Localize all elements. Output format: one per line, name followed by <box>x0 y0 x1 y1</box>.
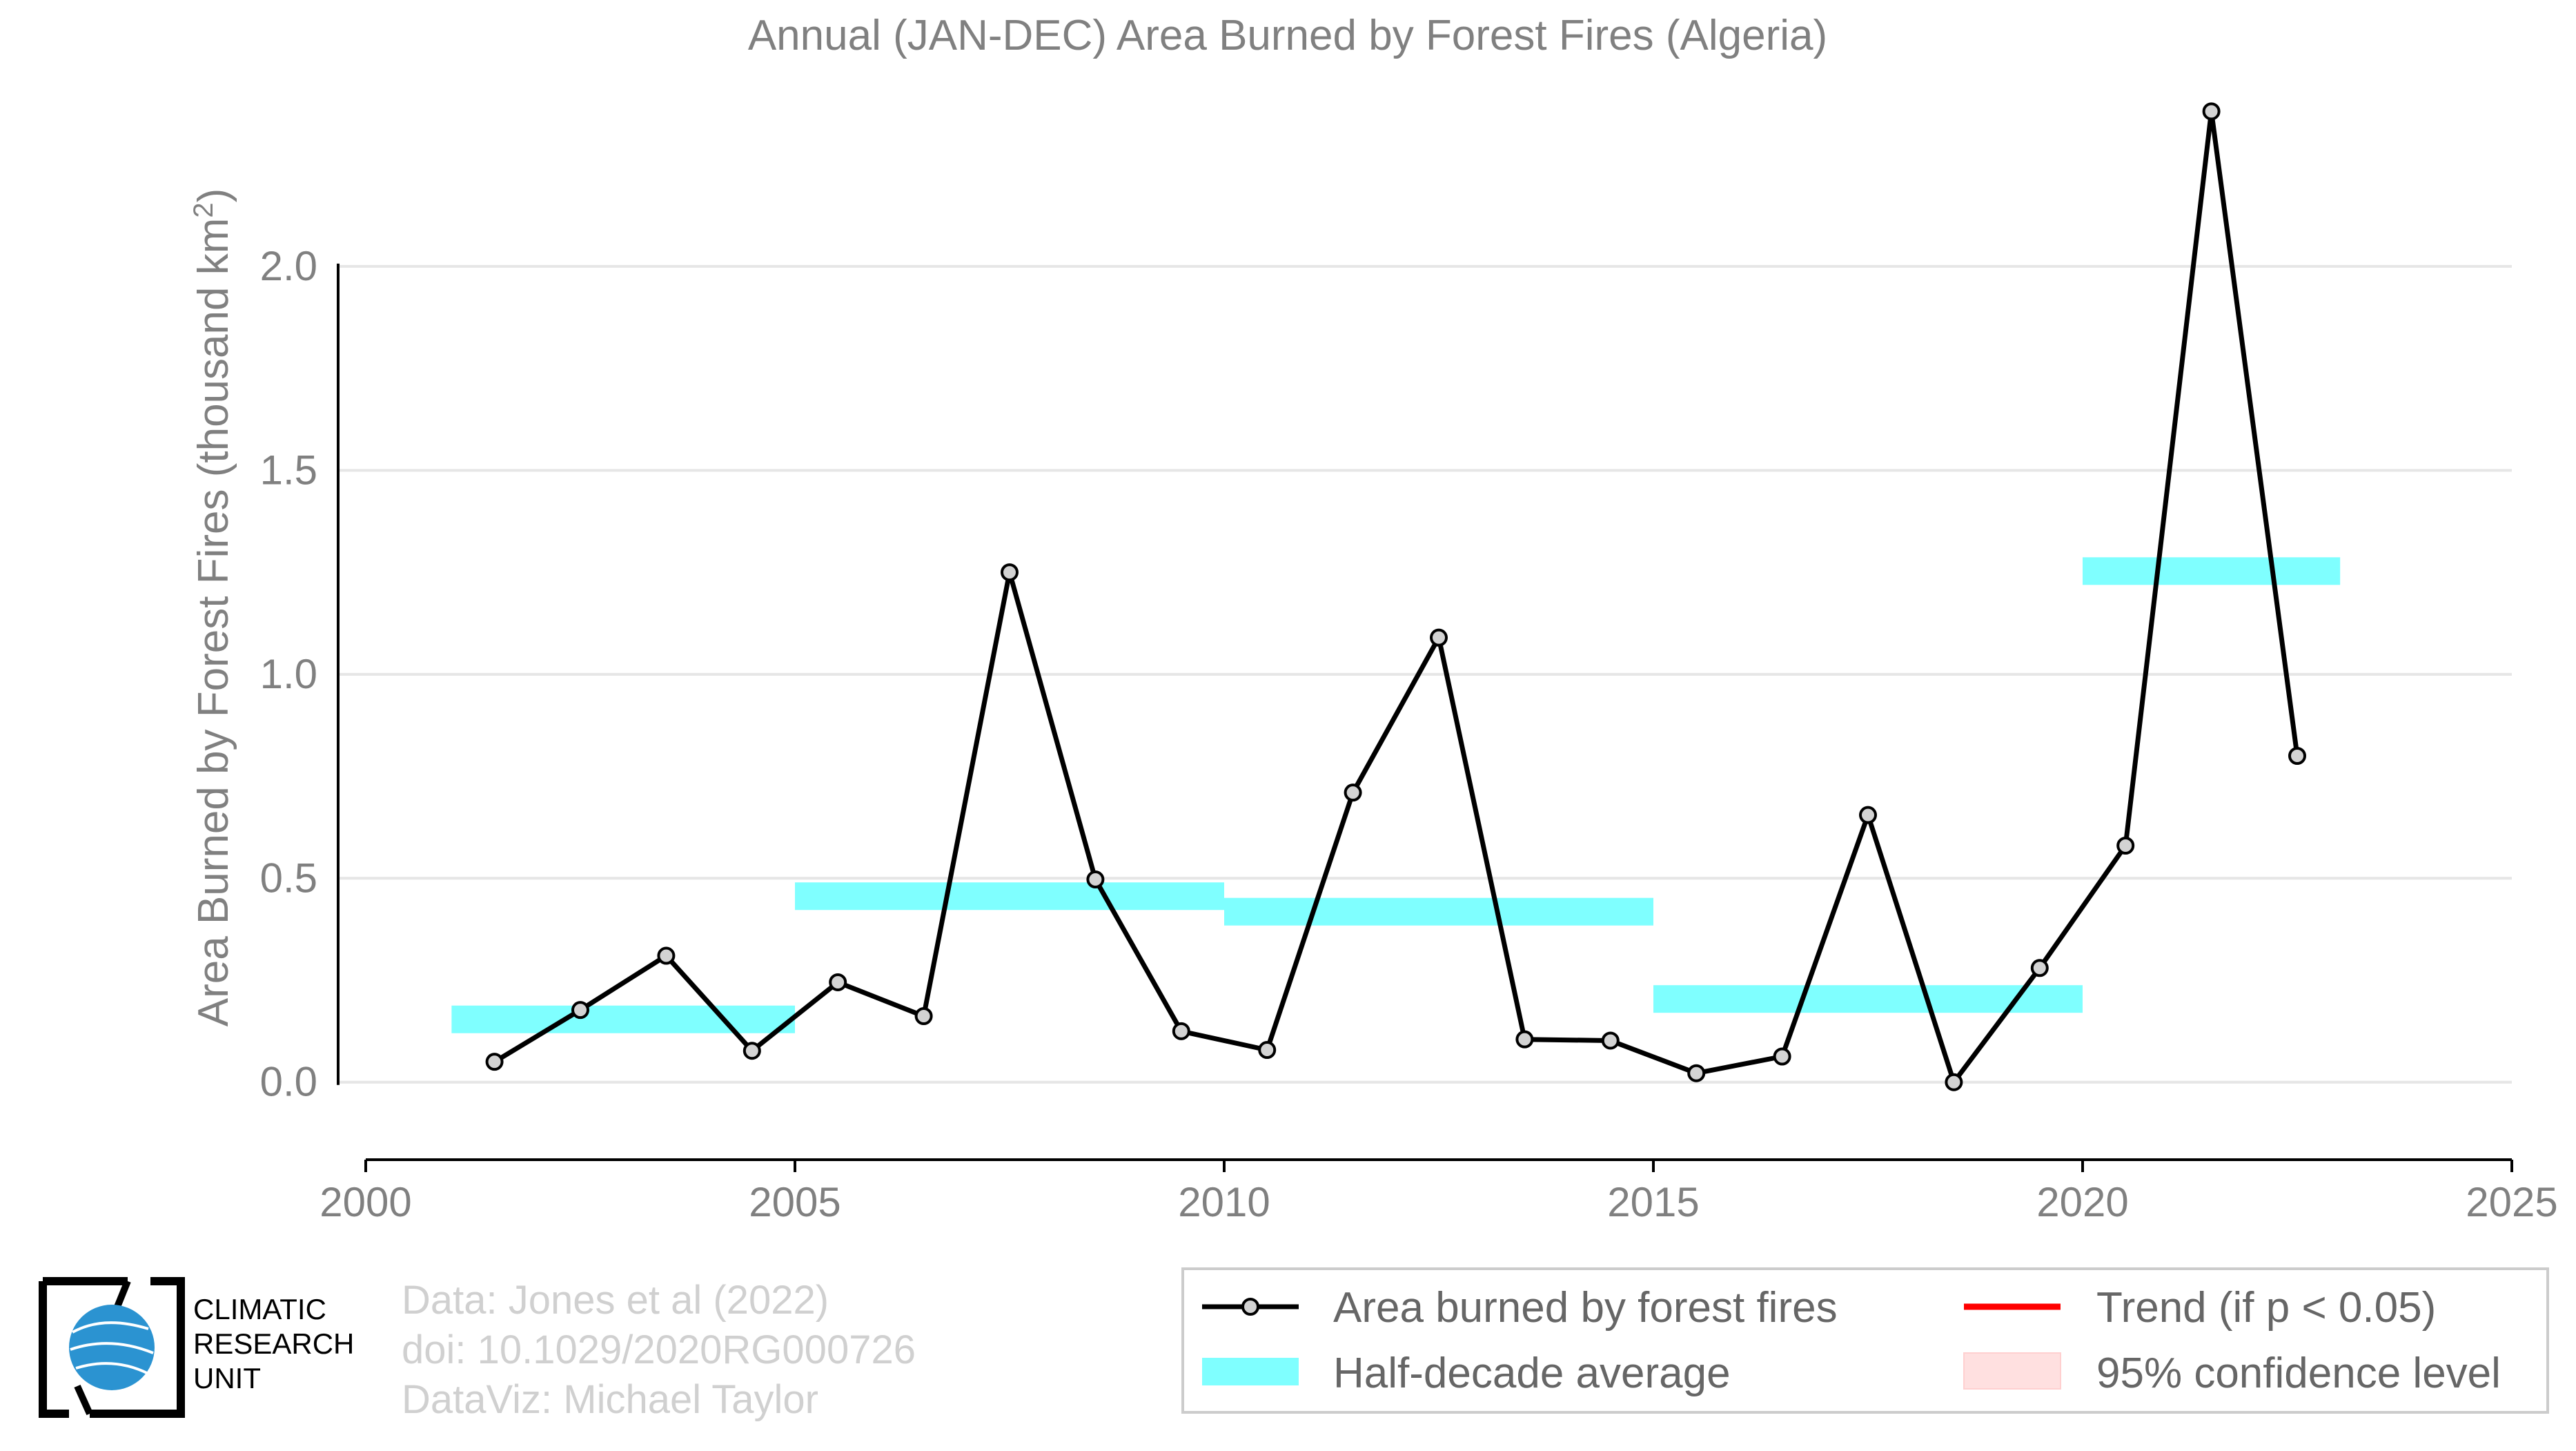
logo-slash-bottom <box>74 1384 93 1416</box>
legend-label-confidence: 95% confidence level <box>2096 1350 2501 1397</box>
x-tick-label: 2020 <box>2036 1179 2128 1225</box>
data-point <box>1172 1022 1190 1040</box>
globe-swirl-1 <box>72 1321 149 1334</box>
legend: Area burned by forest fires Half-decade … <box>1181 1267 2549 1414</box>
y-tick-label: 0.5 <box>260 855 317 901</box>
y-tick-label: 2.0 <box>260 243 317 289</box>
y-axis-label: Area Burned by Forest Fires (thousand km… <box>188 188 237 1027</box>
data-point <box>1687 1064 1706 1082</box>
logo-line-1: CLIMATIC <box>193 1293 326 1325</box>
data-point <box>2288 747 2306 765</box>
data-point <box>485 1053 504 1071</box>
data-point <box>1859 806 1877 824</box>
legend-swatch-confidence <box>1963 1352 2061 1390</box>
y-axis-label-sup: 2 <box>188 202 219 217</box>
data-point <box>914 1007 933 1025</box>
y-tick-label: 0.0 <box>260 1059 317 1105</box>
logo-bracket-left <box>39 1281 69 1418</box>
x-tick-label: 2015 <box>1607 1179 1699 1225</box>
legend-label-area-burned: Area burned by forest fires <box>1333 1284 1838 1332</box>
data-point <box>2030 959 2049 977</box>
half-decade-bands <box>451 557 2341 1033</box>
legend-label-half-decade: Half-decade average <box>1333 1350 1731 1397</box>
half-decade-band <box>1224 897 1653 926</box>
half-decade-band <box>451 1005 795 1033</box>
data-point <box>2202 102 2221 121</box>
y-axis: 0.0 0.5 1.0 1.5 2.0 <box>260 243 340 1105</box>
data-point <box>1258 1041 1277 1060</box>
credit-data: Data: Jones et al (2022) <box>402 1278 829 1323</box>
data-point <box>1773 1047 1791 1066</box>
data-point <box>1945 1073 1963 1091</box>
credit-dataviz: DataViz: Michael Taylor <box>402 1377 818 1422</box>
credit-doi: doi: 10.1029/2020RG000726 <box>402 1327 916 1372</box>
data-point <box>2116 837 2135 855</box>
chart-title: Annual (JAN-DEC) Area Burned by Forest F… <box>748 12 1827 59</box>
gridlines <box>338 264 2512 1084</box>
half-decade-band <box>795 882 1224 910</box>
data-point <box>1344 783 1362 802</box>
globe-swirl-3 <box>75 1362 149 1375</box>
legend-marker-area-burned <box>1241 1298 1259 1316</box>
x-tick-label: 2005 <box>749 1179 840 1225</box>
logo-text: CLIMATIC RESEARCH UNIT <box>193 1292 354 1396</box>
half-decade-band <box>2083 557 2341 585</box>
x-tick-label: 2000 <box>319 1179 411 1225</box>
y-tick-label: 1.5 <box>260 447 317 493</box>
data-point <box>657 946 676 965</box>
data-point <box>829 973 847 991</box>
legend-label-trend: Trend (if p < 0.05) <box>2096 1284 2436 1332</box>
data-point <box>743 1042 761 1060</box>
x-axis: 2000 2005 2010 2015 2020 2025 <box>319 1158 2558 1225</box>
series-line <box>493 108 2300 1085</box>
data-point <box>1001 563 1019 582</box>
cru-logo <box>39 1277 185 1418</box>
data-point <box>1515 1030 1534 1049</box>
series-area-burned <box>485 102 2306 1091</box>
data-point <box>571 1001 589 1020</box>
x-tick-label: 2025 <box>2466 1179 2557 1225</box>
y-tick-label: 1.0 <box>260 651 317 697</box>
logo-line-2: RESEARCH <box>193 1327 355 1360</box>
x-tick-label: 2010 <box>1178 1179 1270 1225</box>
data-point <box>1430 628 1448 647</box>
legend-swatch-half-decade <box>1202 1358 1299 1385</box>
data-point <box>1086 870 1105 889</box>
globe-swirl-2 <box>70 1342 154 1354</box>
logo-bracket-right <box>90 1277 185 1418</box>
legend-box <box>1181 1267 2549 1414</box>
logo-line-3: UNIT <box>193 1362 261 1394</box>
data-point <box>1601 1031 1620 1050</box>
